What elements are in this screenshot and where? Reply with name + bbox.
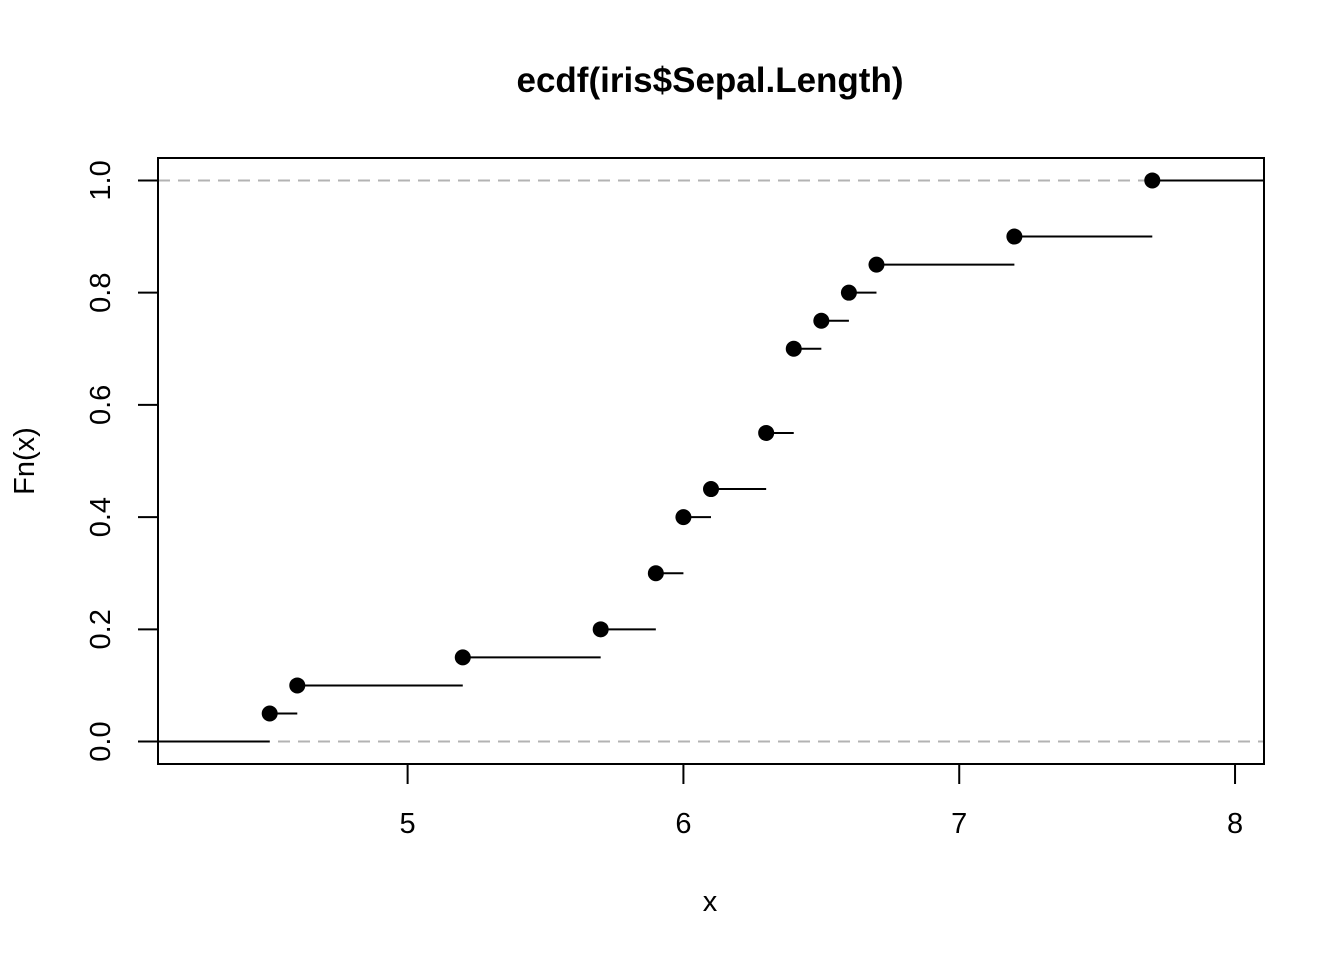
data-point [1006, 228, 1023, 245]
data-point [592, 621, 609, 638]
x-axis: 5 6 7 8 [400, 763, 1243, 840]
x-tick-label: 7 [951, 808, 967, 840]
data-point [785, 340, 802, 357]
data-point [813, 312, 830, 329]
y-tick-label: 0.8 [85, 273, 117, 313]
data-point [1144, 172, 1161, 189]
data-point [261, 705, 278, 722]
reference-lines [158, 179, 1264, 743]
y-tick-label: 0.2 [85, 609, 117, 649]
data-point [289, 677, 306, 694]
step-segments [158, 179, 1264, 743]
y-tick-label: 0.0 [85, 721, 117, 761]
x-axis-title: x [703, 886, 718, 918]
y-tick-label: 1.0 [85, 160, 117, 200]
data-point [675, 509, 692, 526]
chart-title: ecdf(iris$Sepal.Length) [516, 61, 903, 100]
y-axis-title: Fn(x) [9, 427, 41, 495]
data-point [454, 649, 471, 666]
data-point [758, 424, 775, 441]
data-points [261, 172, 1161, 722]
x-tick-label: 8 [1227, 808, 1243, 840]
y-tick-label: 0.4 [85, 497, 117, 537]
data-point [647, 565, 664, 582]
plot-frame [157, 157, 1265, 765]
y-axis: 0.0 0.2 0.4 0.6 0.8 1.0 [85, 160, 159, 762]
y-tick-label: 0.6 [85, 385, 117, 425]
x-tick-label: 5 [400, 808, 416, 840]
x-tick-label: 6 [675, 808, 691, 840]
data-point [840, 284, 857, 301]
data-point [868, 256, 885, 273]
data-point [703, 481, 719, 498]
